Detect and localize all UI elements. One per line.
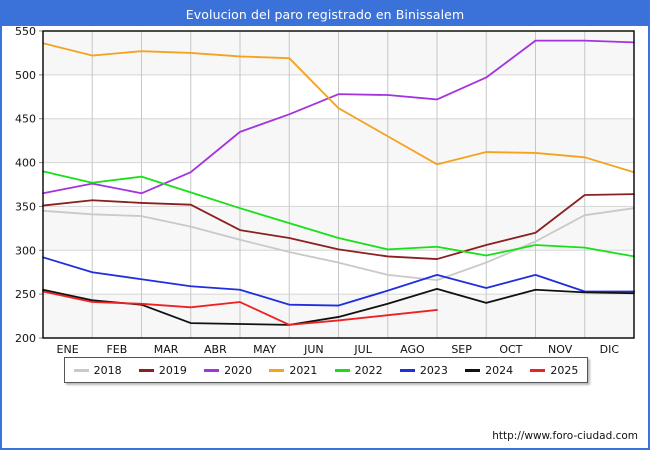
legend-item-2023[interactable]: 2023 bbox=[399, 363, 448, 377]
svg-text:550: 550 bbox=[15, 26, 36, 38]
series-line-2020 bbox=[42, 39, 635, 195]
svg-text:AGO: AGO bbox=[400, 343, 425, 356]
legend-label: 2025 bbox=[550, 363, 579, 377]
legend-swatch-icon-2019 bbox=[138, 368, 154, 372]
svg-text:300: 300 bbox=[15, 244, 36, 257]
svg-text:350: 350 bbox=[15, 200, 36, 213]
series-line-2025 bbox=[42, 290, 438, 326]
svg-text:ENE: ENE bbox=[57, 343, 79, 356]
series-line-2021 bbox=[42, 42, 635, 174]
legend-item-2020[interactable]: 2020 bbox=[204, 364, 252, 377]
legend-label: 2018 bbox=[93, 363, 122, 377]
svg-text:OCT: OCT bbox=[499, 343, 522, 356]
svg-text:DIC: DIC bbox=[600, 343, 620, 356]
legend-swatch-icon-2024 bbox=[465, 368, 481, 372]
chart-legend: 2018 2019 2020 2021 2022 2023 2024 2025 bbox=[64, 357, 588, 383]
chart-axis-frame bbox=[42, 30, 635, 339]
svg-text:JUL: JUL bbox=[353, 343, 372, 356]
svg-text:JUN: JUN bbox=[303, 343, 324, 356]
chart-series-lines bbox=[42, 39, 635, 326]
legend-label: 2021 bbox=[289, 363, 318, 377]
series-line-2019 bbox=[42, 193, 635, 260]
svg-text:400: 400 bbox=[15, 157, 36, 170]
legend-swatch-icon-2025 bbox=[530, 368, 546, 372]
window-title-bar: Evolucion del paro registrado en Binissa… bbox=[2, 2, 648, 26]
legend-label: 2020 bbox=[224, 363, 253, 377]
svg-text:NOV: NOV bbox=[548, 343, 573, 356]
svg-text:MAR: MAR bbox=[154, 343, 179, 356]
series-line-2022 bbox=[42, 170, 635, 258]
series-line-2023 bbox=[42, 256, 635, 307]
svg-text:ABR: ABR bbox=[204, 343, 227, 356]
source-url: http://www.foro-ciudad.com bbox=[492, 430, 638, 442]
legend-item-2022[interactable]: 2022 bbox=[334, 363, 383, 377]
legend-label: 2024 bbox=[485, 363, 514, 377]
svg-text:SEP: SEP bbox=[451, 343, 472, 356]
legend-label: 2023 bbox=[419, 363, 448, 377]
legend-swatch-icon-2022 bbox=[334, 368, 350, 372]
legend-item-2018[interactable]: 2018 bbox=[73, 363, 122, 377]
y-axis-tick-labels: 200 250 300 350 400 450 500 550 bbox=[15, 26, 43, 345]
x-axis-tick-labels: ENE FEB MAR ABR MAY JUN JUL AGO SEP OCT NOV DIC bbox=[57, 343, 620, 356]
legend-swatch-icon-2023 bbox=[399, 368, 415, 372]
legend-swatch-icon-2021 bbox=[269, 368, 285, 372]
svg-text:FEB: FEB bbox=[106, 343, 127, 356]
svg-text:450: 450 bbox=[15, 113, 36, 126]
series-line-2018 bbox=[42, 207, 635, 282]
legend-label: 2022 bbox=[354, 363, 383, 377]
legend-item-2021[interactable]: 2021 bbox=[269, 364, 317, 377]
legend-swatch-icon-2020 bbox=[204, 368, 220, 372]
legend-swatch-icon-2018 bbox=[73, 368, 89, 372]
svg-text:200: 200 bbox=[15, 332, 36, 345]
svg-text:MAY: MAY bbox=[253, 343, 276, 356]
line-chart-svg: 200 250 300 350 400 450 500 550 ENE FEB MAR ABR MAY… bbox=[15, 26, 635, 356]
svg-text:500: 500 bbox=[15, 69, 36, 82]
chart-plot-area: 200 250 300 350 400 450 500 550 ENE FEB MAR ABR MAY… bbox=[2, 26, 648, 448]
legend-label: 2019 bbox=[158, 363, 187, 377]
legend-item-2025[interactable]: 2025 bbox=[530, 364, 578, 377]
page-title: Evolucion del paro registrado en Binissa… bbox=[185, 6, 465, 22]
legend-item-2019[interactable]: 2019 bbox=[138, 363, 187, 377]
legend-item-2024[interactable]: 2024 bbox=[465, 364, 513, 377]
svg-text:250: 250 bbox=[15, 288, 36, 301]
